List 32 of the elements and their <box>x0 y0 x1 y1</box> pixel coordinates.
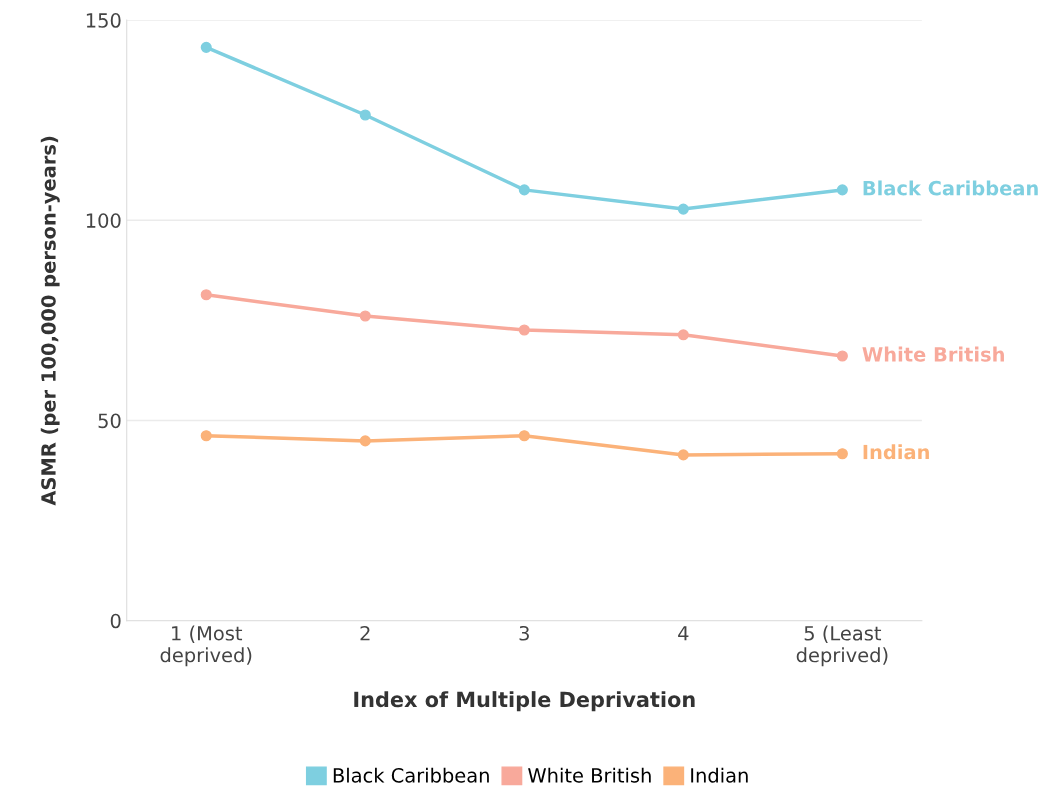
x-tick-label: 3 <box>519 625 529 641</box>
legend-label: White British <box>528 767 651 783</box>
legend-label: Black Caribbean <box>333 767 489 783</box>
point <box>518 430 530 442</box>
y-tick-label: 150 <box>86 13 121 28</box>
point <box>836 350 848 362</box>
point <box>359 435 371 447</box>
point <box>359 310 371 322</box>
x-tick-label: 2 <box>360 625 370 641</box>
point <box>200 41 212 53</box>
y-axis-title: ASMR (per 100,000 person-years) <box>40 136 60 506</box>
point <box>200 430 212 442</box>
x-axis-title: Index of Multiple Deprivation <box>354 691 695 712</box>
point <box>677 329 689 341</box>
point <box>518 324 530 336</box>
point <box>836 184 848 196</box>
legend-label: Indian <box>691 767 748 783</box>
y-tick-label: 50 <box>98 413 121 429</box>
point <box>200 289 212 301</box>
y-tick-label: 0 <box>110 613 121 629</box>
text: Indian <box>863 444 929 460</box>
point <box>359 109 371 121</box>
text: White British <box>862 346 1004 362</box>
x-tick-label: 5 (Least deprived) <box>796 625 888 667</box>
text: Black Caribbean <box>863 180 1038 196</box>
x-tick-label: 1 (Most deprived) <box>160 625 252 667</box>
point <box>518 184 530 196</box>
y-tick-label: 100 <box>86 213 121 228</box>
point <box>677 449 689 461</box>
point <box>836 448 848 460</box>
point <box>677 203 689 215</box>
x-tick-label: 4 <box>678 626 689 641</box>
